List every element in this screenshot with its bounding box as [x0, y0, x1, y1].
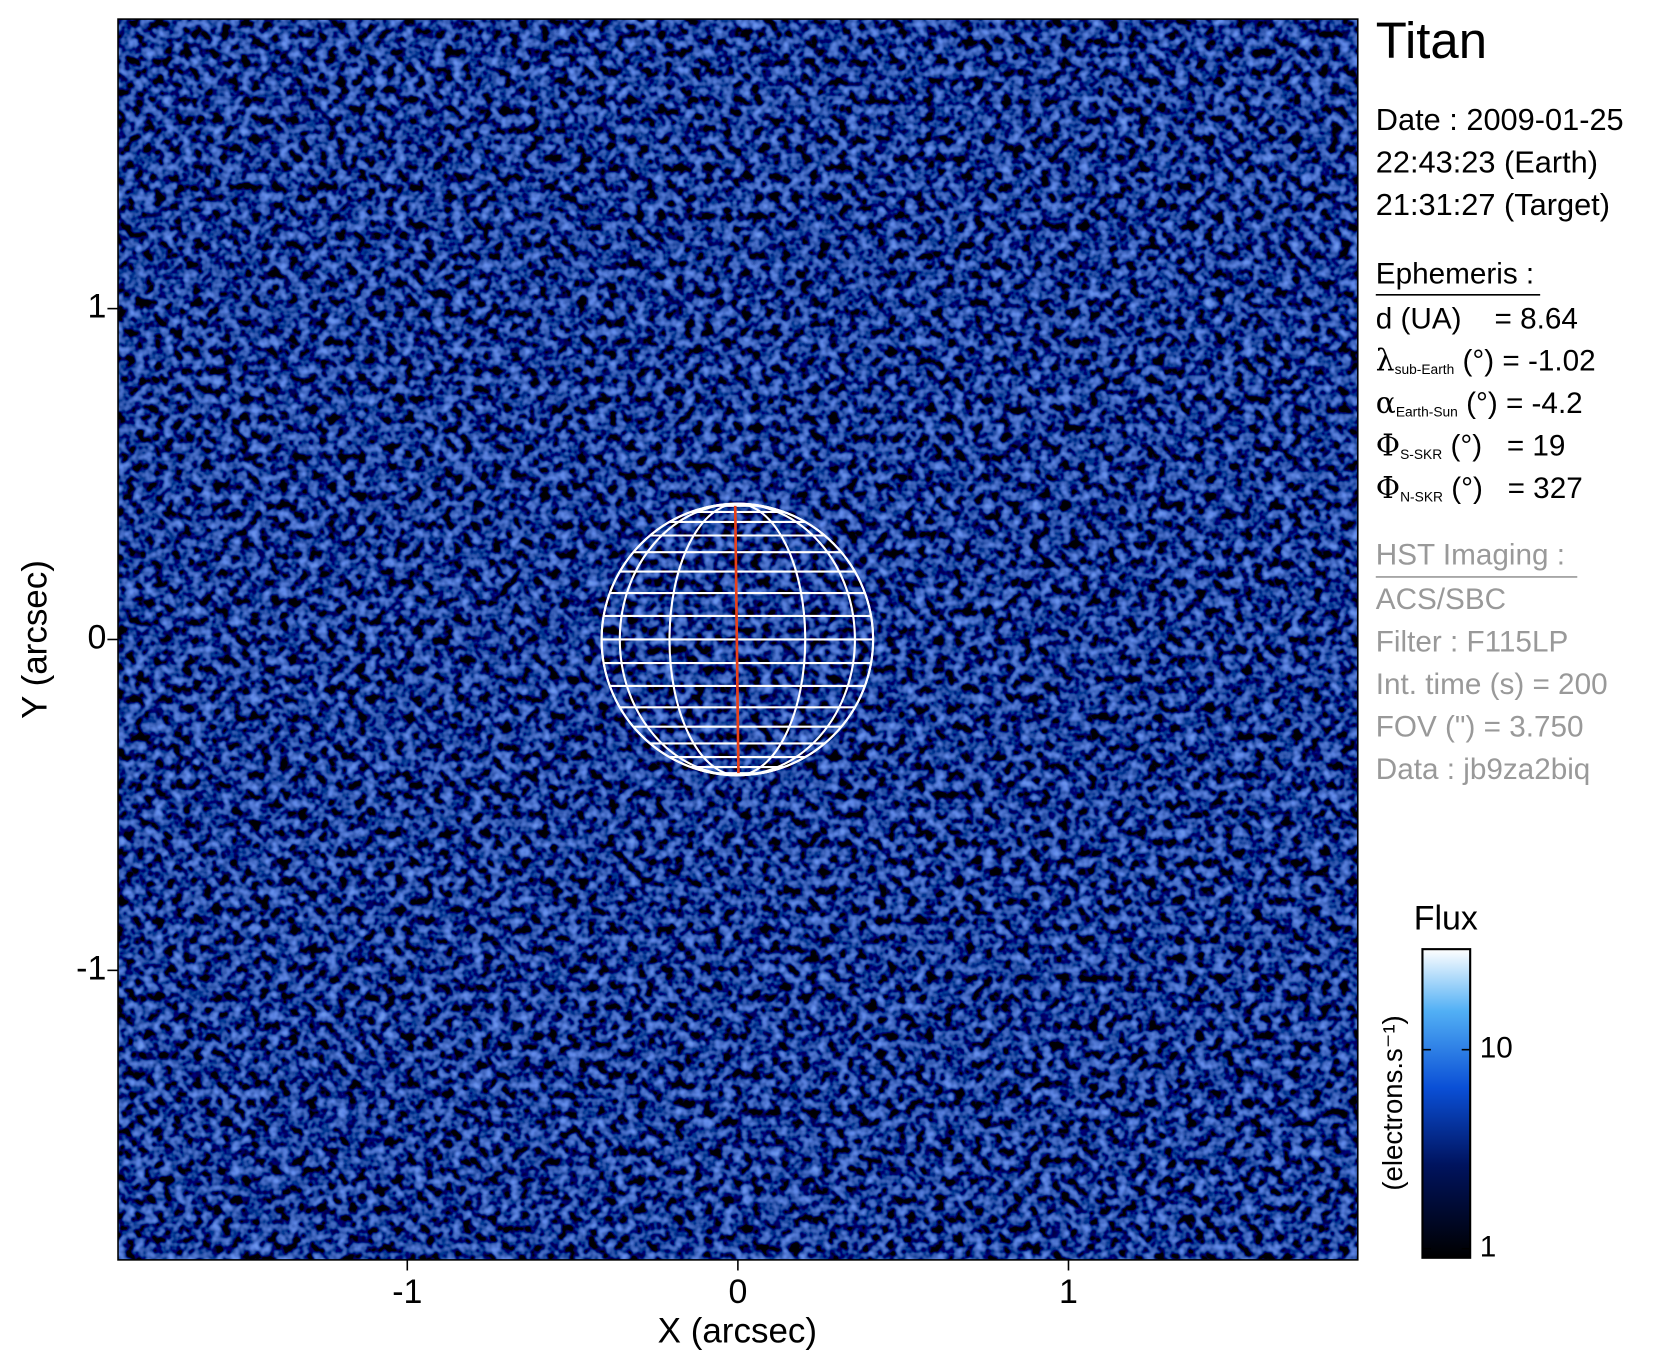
date-line: 21:31:27 (Target): [1376, 187, 1610, 222]
chart-title: Titan: [1376, 12, 1487, 69]
globe: [600, 502, 875, 777]
subscript: N-SKR: [1400, 489, 1443, 504]
symbol: λ: [1376, 344, 1395, 379]
ephemeris-line: λsub-Earth (°) = -1.02: [1376, 344, 1596, 379]
symbol: Φ: [1376, 471, 1400, 506]
subscript: Earth-Sun: [1396, 404, 1458, 419]
ephemeris-line: αEarth-Sun (°) = -4.2: [1376, 386, 1583, 421]
colorbar-tick-label: 1: [1480, 1231, 1497, 1264]
ephemeris-text: (°) = -1.02: [1454, 345, 1595, 378]
ephemeris-text: d (UA) = 8.64: [1376, 302, 1578, 335]
ephemeris-line: d (UA) = 8.64: [1376, 302, 1578, 335]
x-tick-label: 0: [728, 1273, 747, 1311]
x-tick-label: -1: [392, 1273, 422, 1311]
colorbar-label: Flux: [1414, 899, 1478, 937]
subscript: S-SKR: [1400, 447, 1442, 462]
instrument-line: Int. time (s) = 200: [1376, 668, 1608, 701]
x-axis-label: X (arcsec): [658, 1311, 817, 1350]
colorbar-tick-label: 10: [1480, 1032, 1513, 1065]
ephemeris-text: (°) = 19: [1442, 429, 1565, 462]
y-tick-label: 0: [87, 618, 106, 656]
symbol: Φ: [1376, 429, 1400, 464]
plot: [117, 18, 1359, 1261]
y-axis-label: Y (arcsec): [16, 560, 55, 719]
y-tick-label: 1: [87, 288, 106, 326]
ephemeris-line: ΦN-SKR (°) = 327: [1376, 471, 1583, 506]
ephemeris-line: ΦS-SKR (°) = 19: [1376, 429, 1566, 464]
symbol: α: [1376, 386, 1396, 421]
central-meridian: [733, 505, 740, 774]
colorbar: [1421, 948, 1472, 1259]
ephemeris-title: Ephemeris :: [1376, 258, 1534, 291]
date-line: 22:43:23 (Earth): [1376, 145, 1598, 180]
ephemeris-text: (°) = -4.2: [1458, 387, 1583, 420]
instrument-line: FOV (") = 3.750: [1376, 710, 1584, 743]
instrument-line: ACS/SBC: [1376, 583, 1506, 616]
y-tick-label: -1: [76, 949, 106, 987]
date-line: Date : 2009-01-25: [1376, 102, 1624, 137]
instrument-line: Data : jb9za2biq: [1376, 753, 1591, 786]
instrument-title: HST Imaging :: [1376, 539, 1565, 572]
x-tick-label: 1: [1059, 1273, 1078, 1311]
instrument-line: Filter : F115LP: [1376, 626, 1569, 659]
colorbar-unit: (electrons.s⁻¹): [1377, 1015, 1408, 1190]
meridian: [600, 502, 875, 777]
subscript: sub-Earth: [1395, 362, 1455, 377]
ephemeris-text: (°) = 327: [1443, 472, 1583, 505]
